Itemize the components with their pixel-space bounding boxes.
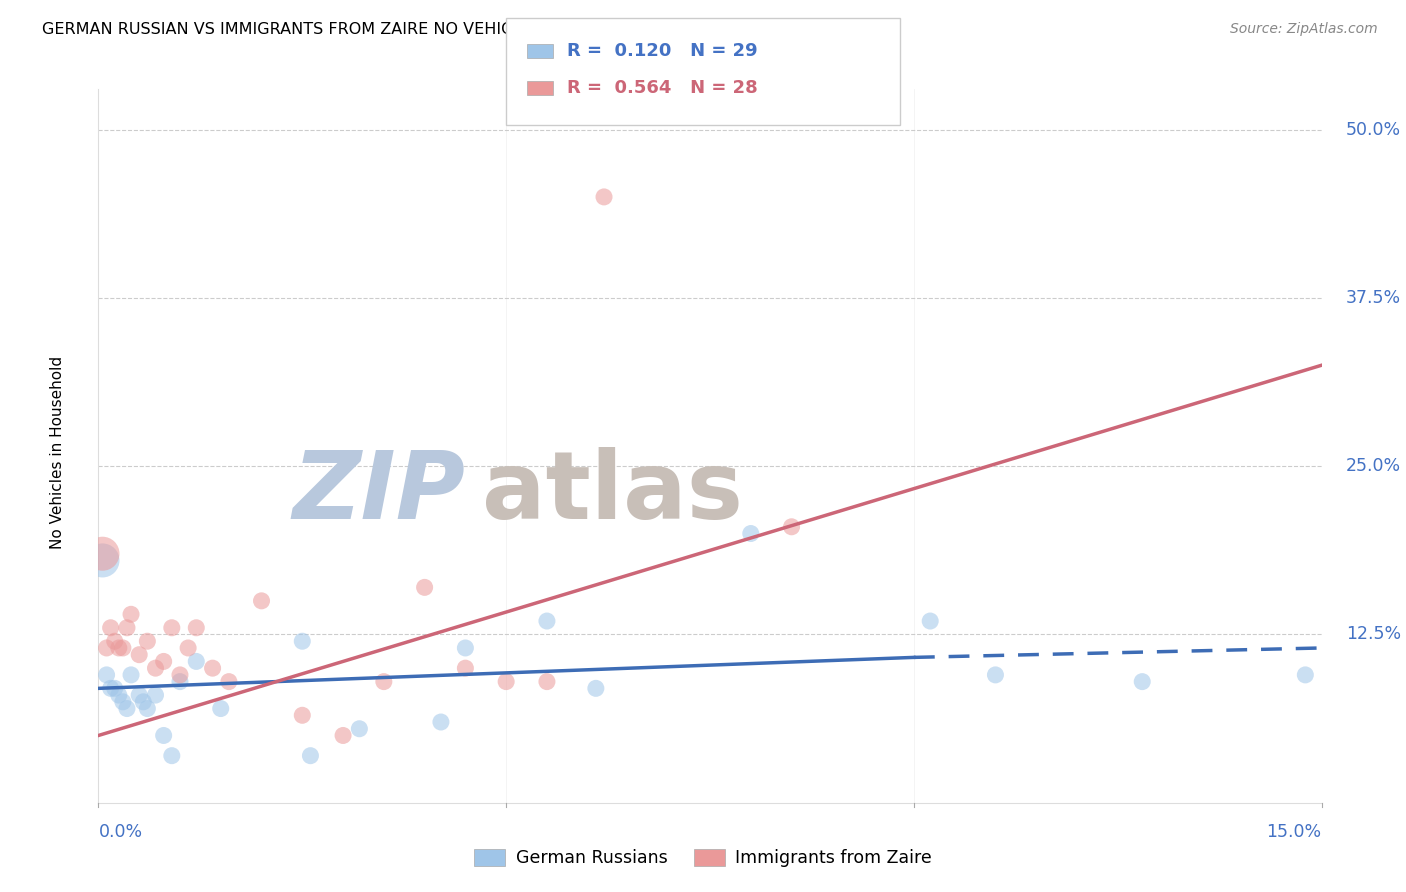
Point xyxy=(299,748,322,763)
Text: atlas: atlas xyxy=(482,447,742,539)
Point xyxy=(91,553,114,567)
Point xyxy=(454,661,477,675)
Point xyxy=(454,640,477,655)
Point xyxy=(291,708,314,723)
Point xyxy=(169,668,191,682)
Point xyxy=(108,688,131,702)
Point xyxy=(209,701,232,715)
Point xyxy=(128,688,150,702)
Text: 50.0%: 50.0% xyxy=(1346,120,1402,138)
Point xyxy=(186,621,208,635)
Point xyxy=(100,681,122,696)
Text: GERMAN RUSSIAN VS IMMIGRANTS FROM ZAIRE NO VEHICLES IN HOUSEHOLD CORRELATION CHA: GERMAN RUSSIAN VS IMMIGRANTS FROM ZAIRE … xyxy=(42,22,849,37)
Point xyxy=(104,681,127,696)
Point xyxy=(536,674,558,689)
Point xyxy=(160,748,183,763)
Point xyxy=(177,640,200,655)
Point xyxy=(100,621,122,635)
Point xyxy=(413,580,436,594)
Text: 12.5%: 12.5% xyxy=(1346,625,1402,643)
Point xyxy=(585,681,607,696)
Point xyxy=(160,621,183,635)
Point xyxy=(495,674,517,689)
Point xyxy=(120,607,142,622)
Point xyxy=(91,547,114,561)
Text: Source: ZipAtlas.com: Source: ZipAtlas.com xyxy=(1230,22,1378,37)
Point xyxy=(349,722,371,736)
Text: ZIP: ZIP xyxy=(292,447,465,539)
Legend: German Russians, Immigrants from Zaire: German Russians, Immigrants from Zaire xyxy=(467,842,939,874)
Text: 25.0%: 25.0% xyxy=(1346,458,1402,475)
Point xyxy=(373,674,395,689)
Point xyxy=(128,648,150,662)
Point xyxy=(115,621,138,635)
Text: R =  0.564   N = 28: R = 0.564 N = 28 xyxy=(567,79,758,97)
Point xyxy=(104,634,127,648)
Point xyxy=(136,701,159,715)
Point xyxy=(593,190,616,204)
Point xyxy=(132,695,155,709)
Point xyxy=(1130,674,1153,689)
Point xyxy=(136,634,159,648)
Point xyxy=(536,614,558,628)
Point xyxy=(120,668,142,682)
Point xyxy=(152,655,174,669)
Point xyxy=(291,634,314,648)
Point xyxy=(96,668,118,682)
Point xyxy=(430,714,453,729)
Point xyxy=(115,701,138,715)
Point xyxy=(250,594,273,608)
Text: 0.0%: 0.0% xyxy=(98,823,142,841)
Point xyxy=(201,661,224,675)
Point xyxy=(984,668,1007,682)
Text: No Vehicles in Household: No Vehicles in Household xyxy=(51,356,65,549)
Point xyxy=(780,520,803,534)
Point xyxy=(920,614,942,628)
Point xyxy=(111,695,134,709)
Point xyxy=(152,729,174,743)
Point xyxy=(111,640,134,655)
Point xyxy=(145,661,167,675)
Text: 37.5%: 37.5% xyxy=(1346,289,1402,307)
Point xyxy=(332,729,354,743)
Point xyxy=(1294,668,1316,682)
Point xyxy=(169,674,191,689)
Point xyxy=(740,526,762,541)
Point xyxy=(145,688,167,702)
Point xyxy=(108,640,131,655)
Point xyxy=(186,655,208,669)
Text: R =  0.120   N = 29: R = 0.120 N = 29 xyxy=(567,42,758,60)
Text: 15.0%: 15.0% xyxy=(1267,823,1322,841)
Point xyxy=(96,640,118,655)
Point xyxy=(218,674,240,689)
